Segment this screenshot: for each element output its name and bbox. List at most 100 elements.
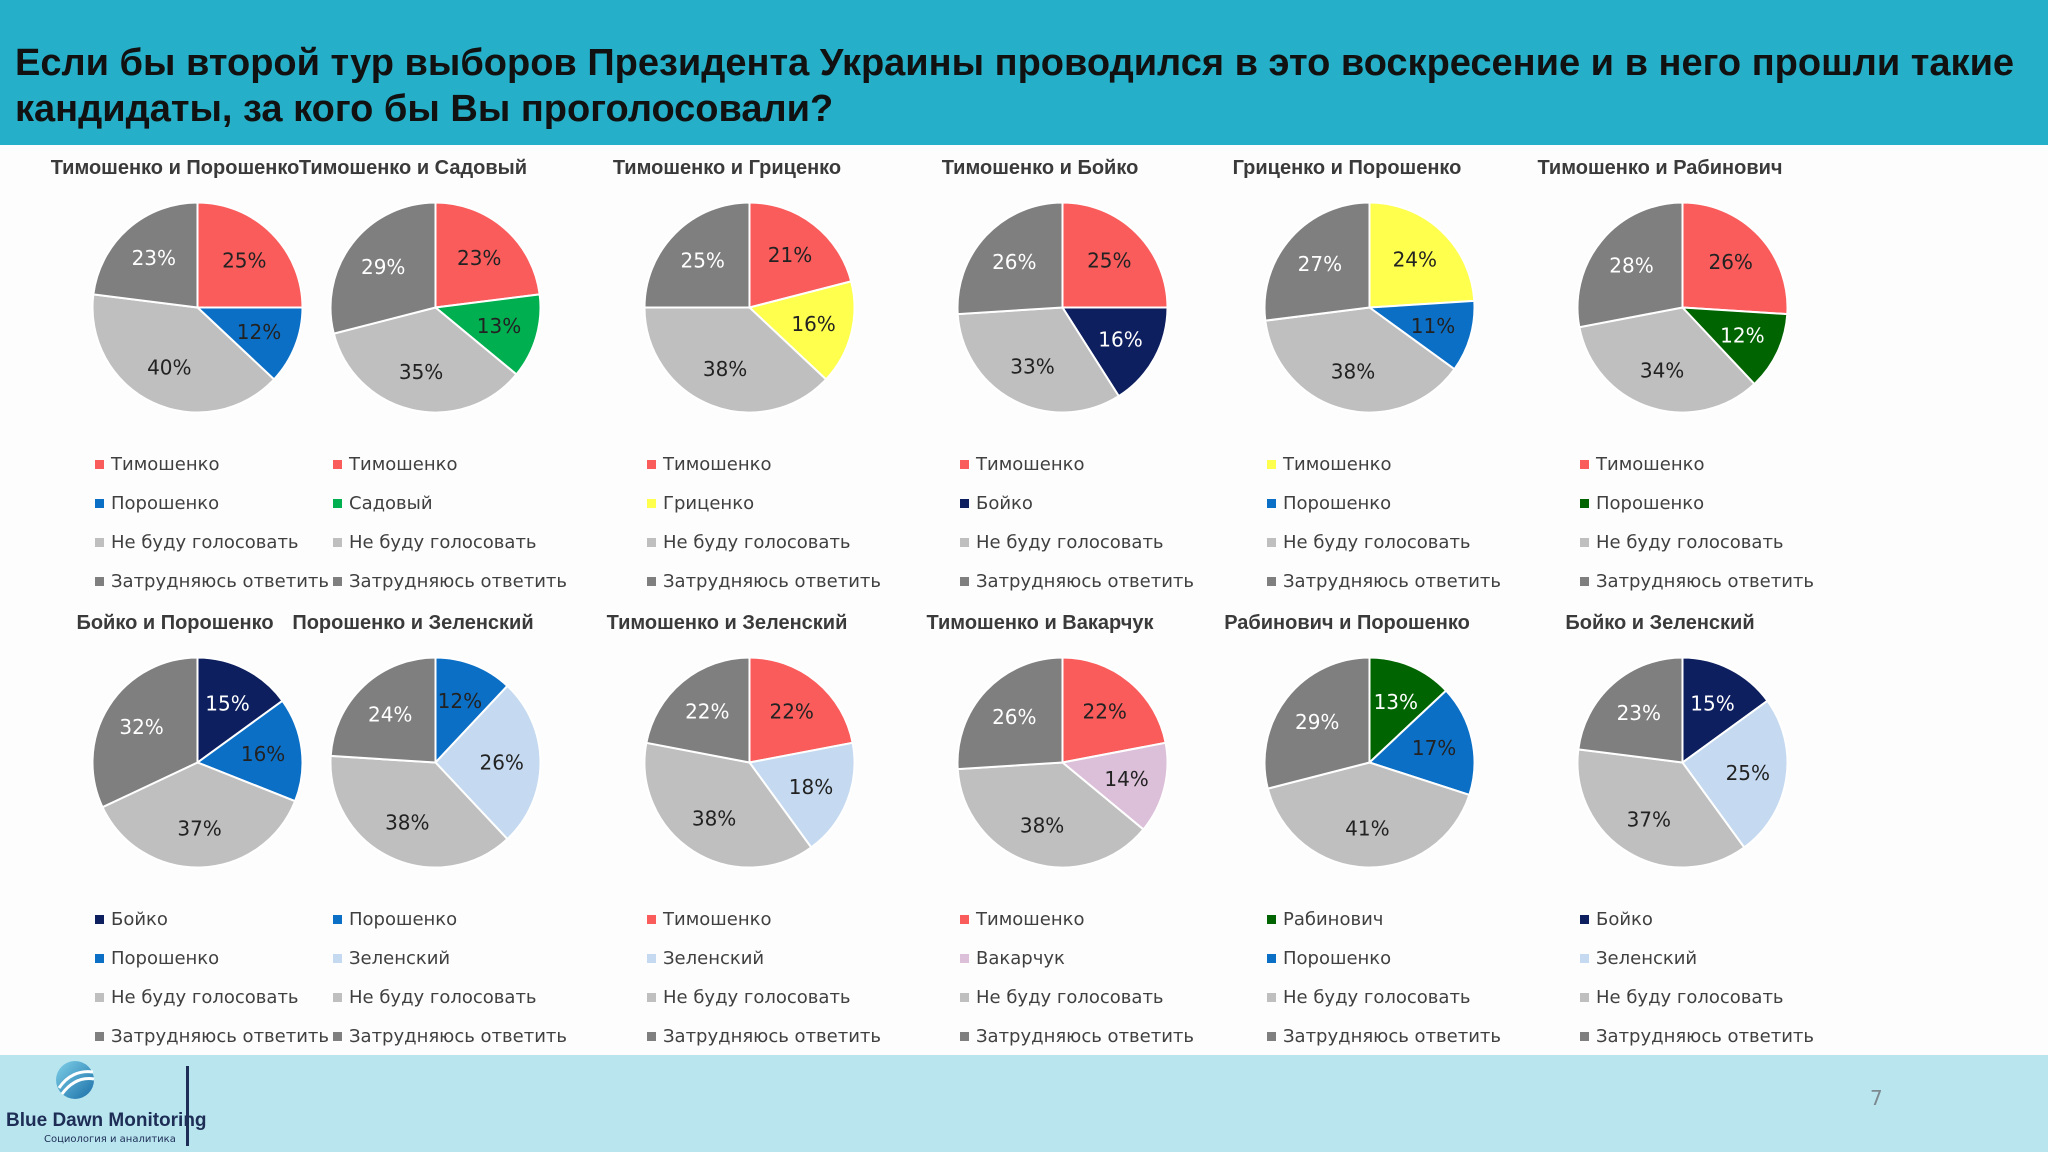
legend-swatch: [647, 915, 656, 924]
data-label: 15%: [1690, 692, 1734, 716]
legend-item: Затрудняюсь ответить: [1580, 562, 1820, 601]
pie-slice: [1681, 699, 1789, 849]
legend: Тимошенко Бойко Не буду голосовать Затрудня…: [960, 445, 1200, 601]
pie-slice: [1681, 201, 1789, 316]
legend-swatch: [1580, 954, 1589, 963]
pie-slice: [92, 201, 199, 309]
data-label: 37%: [1627, 807, 1671, 831]
chart-title: Тимошенко и Вакарчук: [926, 612, 1154, 634]
legend-item: Не буду голосовать: [95, 523, 335, 562]
legend-item: Тимошенко: [960, 900, 1200, 939]
legend-swatch: [95, 577, 104, 586]
legend-label: Затрудняюсь ответить: [1596, 571, 1815, 592]
legend-label: Порошенко: [1596, 493, 1705, 514]
chart-title: Бойко и Зеленский: [1565, 612, 1755, 634]
pie-chart: 24% 11% 38% 27%: [1263, 201, 1476, 414]
legend: Тимошенко Зеленский Не буду голосовать Затр…: [647, 900, 887, 1056]
data-label: 25%: [1726, 761, 1770, 785]
legend-item: Вакарчук: [960, 939, 1200, 978]
pie-chart-panel: Тимошенко и Садовый 23% 13% 35% 29% Тимошенко…: [253, 145, 573, 600]
legend-item: Бойко: [1580, 900, 1820, 939]
legend-label: Затрудняюсь ответить: [349, 1026, 568, 1047]
pie-slice: [329, 201, 437, 335]
legend-swatch: [1267, 499, 1276, 508]
legend-label: Тимошенко: [976, 909, 1085, 930]
data-label: 11%: [1411, 314, 1455, 338]
pie-slice: [1366, 299, 1476, 371]
pie-slice: [1578, 306, 1756, 414]
legend-swatch: [333, 1032, 342, 1041]
data-label: 26%: [992, 250, 1036, 274]
data-label: 18%: [789, 775, 833, 799]
pie-slice: [643, 306, 828, 414]
legend-swatch: [95, 460, 104, 469]
data-label: 12%: [438, 689, 482, 713]
legend: Бойко Зеленский Не буду голосовать Затрудня…: [1580, 900, 1820, 1056]
data-label: 23%: [132, 246, 176, 270]
legend-item: Тимошенко: [333, 445, 573, 484]
pie-slice: [748, 201, 853, 309]
legend-label: Бойко: [976, 493, 1033, 514]
legend-item: Порошенко: [333, 900, 573, 939]
legend-label: Затрудняюсь ответить: [1596, 1026, 1815, 1047]
pie-chart: 22% 18% 38% 22%: [643, 656, 856, 869]
data-label: 37%: [177, 817, 221, 841]
legend-swatch: [1267, 1032, 1276, 1041]
chart-title: Рабинович и Порошенко: [1224, 612, 1470, 634]
legend-item: Зеленский: [647, 939, 887, 978]
data-label: 16%: [241, 742, 285, 766]
legend-item: Затрудняюсь ответить: [1580, 1017, 1820, 1056]
legend-label: Тимошенко: [663, 909, 772, 930]
pie-slice: [1061, 656, 1167, 764]
legend-item: Затрудняюсь ответить: [960, 562, 1200, 601]
legend-label: Затрудняюсь ответить: [663, 571, 882, 592]
chart-title: Тимошенко и Бойко: [941, 157, 1139, 179]
pie-slice: [956, 656, 1064, 771]
legend-swatch: [960, 1032, 969, 1041]
legend-item: Бойко: [960, 484, 1200, 523]
pie-chart: 15% 25% 37% 23%: [1576, 656, 1789, 869]
data-label: 22%: [685, 700, 729, 724]
pie-slice: [332, 306, 518, 414]
legend-label: Зеленский: [663, 948, 765, 969]
data-label: 21%: [768, 243, 812, 267]
pie-slice: [1577, 656, 1684, 764]
data-label: 12%: [237, 320, 281, 344]
legend: Бойко Порошенко Не буду голосовать Затрудня…: [95, 900, 335, 1056]
data-label: 38%: [385, 810, 429, 834]
chart-title: Бойко и Порошенко: [76, 612, 274, 634]
legend-swatch: [647, 1032, 656, 1041]
data-label: 12%: [1720, 324, 1764, 348]
pie-slice: [956, 201, 1064, 316]
legend-item: Затрудняюсь ответить: [647, 562, 887, 601]
data-label: 22%: [769, 700, 813, 724]
pie-slice: [433, 293, 542, 376]
data-label: 28%: [1609, 253, 1653, 277]
legend-item: Не буду голосовать: [1267, 978, 1507, 1017]
legend-swatch: [647, 460, 656, 469]
pie-slice: [196, 656, 284, 765]
pie-chart-panel: Тимошенко и Рабинович 26% 12% 34% 28% Тимошен…: [1500, 145, 1820, 600]
pie-chart-panel: Тимошенко и Порошенко 25% 12% 40% 23% Тимошен…: [15, 145, 335, 600]
legend-swatch: [95, 915, 104, 924]
pie-chart: 26% 12% 34% 28%: [1576, 201, 1789, 414]
legend-item: Гриценко: [647, 484, 887, 523]
title-bar: Если бы второй тур выборов Президента Ук…: [0, 0, 2048, 145]
data-label: 13%: [477, 314, 521, 338]
legend-label: Порошенко: [1283, 948, 1392, 969]
legend-swatch: [333, 577, 342, 586]
legend-item: Затрудняюсь ответить: [647, 1017, 887, 1056]
legend-label: Бойко: [111, 909, 168, 930]
legend-swatch: [1267, 954, 1276, 963]
legend-item: Порошенко: [1267, 484, 1507, 523]
data-label: 14%: [1104, 767, 1148, 791]
page-number: 7: [1870, 1086, 1883, 1110]
chart-title: Тимошенко и Рабинович: [1537, 157, 1783, 179]
legend: Тимошенко Порошенко Не буду голосовать Затр…: [1580, 445, 1820, 601]
data-label: 23%: [457, 246, 501, 270]
pie-chart: 12% 26% 38% 24%: [329, 656, 542, 869]
legend-swatch: [333, 460, 342, 469]
legend-item: Не буду голосовать: [647, 978, 887, 1017]
legend-label: Не буду голосовать: [349, 987, 537, 1008]
data-label: 16%: [791, 312, 835, 336]
